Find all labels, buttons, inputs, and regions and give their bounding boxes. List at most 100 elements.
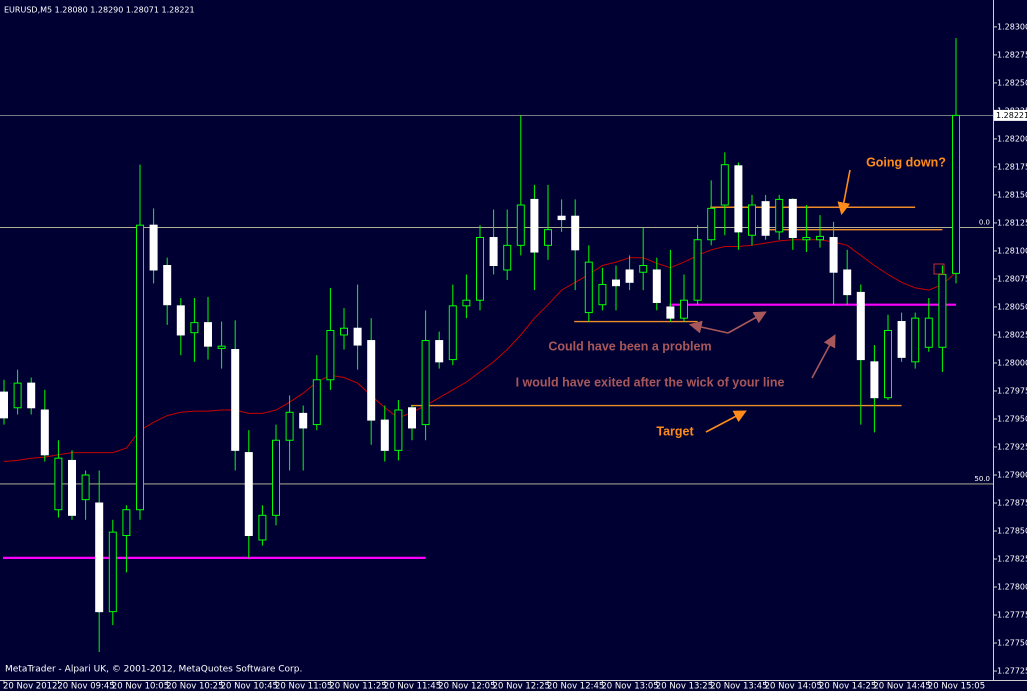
candle-body <box>652 269 661 303</box>
candle-body <box>761 201 770 236</box>
candle-body <box>326 329 335 381</box>
annotation: Going down? <box>866 155 946 169</box>
candle-body <box>448 305 457 361</box>
candle-body <box>693 239 702 301</box>
y-tick-label: 1.28200 <box>997 134 1027 143</box>
candle-body <box>476 236 484 301</box>
candle-body <box>707 207 716 241</box>
annotation: Could have been a problem <box>548 339 711 353</box>
footer: MetaTrader - Alpari UK, © 2001-2012, Met… <box>5 665 302 675</box>
x-tick-label: 20 Nov 14:45 <box>873 682 930 691</box>
x-tick-label: 20 Nov 10:45 <box>221 682 278 691</box>
y-tick-label: 1.27950 <box>997 414 1027 423</box>
level-label: 0.0 <box>979 218 990 226</box>
candle-body <box>190 322 199 334</box>
candle-body <box>421 340 430 426</box>
candle-body <box>639 265 648 273</box>
candle-body <box>244 452 253 536</box>
x-tick-label: 20 Nov 10:25 <box>166 682 223 691</box>
candle-body <box>163 265 172 306</box>
candle-body <box>81 474 90 501</box>
x-tick-label: 20 Nov 11:25 <box>329 682 386 691</box>
candle-body <box>204 322 212 347</box>
annotation: I would have exited after the wick of yo… <box>516 375 785 389</box>
y-tick-label: 1.28150 <box>997 190 1027 199</box>
bid-label: 1.28221 <box>996 111 1027 120</box>
candle-body <box>884 329 892 399</box>
candle-body <box>870 361 879 399</box>
y-tick-label: 1.27850 <box>997 527 1027 536</box>
candle-body <box>108 531 117 613</box>
x-tick-label: 20 Nov 11:45 <box>384 682 441 691</box>
candle-body <box>843 269 852 296</box>
y-tick-label: 1.27800 <box>997 583 1027 592</box>
x-tick-label: 20 Nov 09:45 <box>57 682 114 691</box>
candle-body <box>625 269 634 283</box>
x-tick-label: 20 Nov 14:05 <box>765 682 822 691</box>
candle-body <box>367 340 376 421</box>
candle-body <box>54 457 63 511</box>
x-tick-label: 20 Nov 12:45 <box>547 682 604 691</box>
candle-body <box>353 327 362 346</box>
x-tick-label: 20 Nov 10:05 <box>112 682 169 691</box>
y-tick-label: 1.28100 <box>997 246 1027 255</box>
candle-body <box>122 509 131 536</box>
y-tick-label: 1.27925 <box>997 442 1027 451</box>
candle-body <box>924 317 933 348</box>
x-tick-label: 20 Nov 13:05 <box>601 682 658 691</box>
candle-body <box>340 327 348 336</box>
x-tick-label: 20 Nov 12:25 <box>493 682 550 691</box>
x-tick-label: 20 Nov 14:25 <box>819 682 876 691</box>
x-tick-label: 20 Nov 11:05 <box>275 682 332 691</box>
candle-body <box>734 165 743 233</box>
x-tick-label: 20 Nov 15:05 <box>928 682 985 691</box>
candle-body <box>0 391 8 419</box>
y-tick-label: 1.27825 <box>997 555 1027 564</box>
y-tick-label: 1.27725 <box>997 667 1027 676</box>
candle-body <box>775 198 784 233</box>
candle-body <box>95 502 104 613</box>
candle-body <box>544 229 552 246</box>
y-tick-label: 1.27900 <box>997 470 1027 479</box>
candle-body <box>285 411 294 441</box>
bid-label-box <box>994 109 1027 121</box>
moving-average <box>3 239 957 462</box>
candle-body <box>829 236 838 273</box>
candle-body <box>27 382 36 409</box>
candle-body <box>217 345 226 349</box>
candle-body <box>911 317 920 363</box>
y-tick-label: 1.27750 <box>997 639 1027 648</box>
candle-body <box>312 379 321 426</box>
candle-body <box>748 204 756 236</box>
candle-body <box>952 114 960 274</box>
candle-body <box>598 284 607 306</box>
trade-marker <box>933 263 945 275</box>
candle-body <box>816 235 824 241</box>
candle-body <box>149 224 158 271</box>
y-tick-label: 1.28000 <box>997 358 1027 367</box>
candle-body <box>503 244 512 271</box>
candle-body <box>788 198 797 238</box>
candle-body <box>571 215 580 251</box>
candle-body <box>802 236 811 241</box>
candle-body <box>489 236 498 267</box>
arrow <box>811 334 836 379</box>
y-tick-label: 1.27975 <box>997 386 1027 395</box>
level-label: 50.0 <box>974 475 990 483</box>
candle-body <box>258 514 267 541</box>
candle-body <box>380 419 389 451</box>
candle-body <box>897 321 906 358</box>
arrow <box>727 311 767 334</box>
y-tick-label: 1.28300 <box>997 22 1027 31</box>
candle-body <box>584 261 593 314</box>
chart-subtitle: EURUSD,M5 1.28080 1.28290 1.28071 1.2822… <box>4 6 195 15</box>
candle-body <box>938 273 947 348</box>
y-tick-label: 1.28250 <box>997 78 1027 87</box>
candle-body <box>231 349 240 451</box>
y-tick-label: 1.28125 <box>997 218 1027 227</box>
annotation: Target <box>656 424 694 438</box>
y-tick-label: 1.27875 <box>997 498 1027 507</box>
candle-body <box>176 305 185 336</box>
plot-area: 0.0 50.0 <box>0 38 993 652</box>
